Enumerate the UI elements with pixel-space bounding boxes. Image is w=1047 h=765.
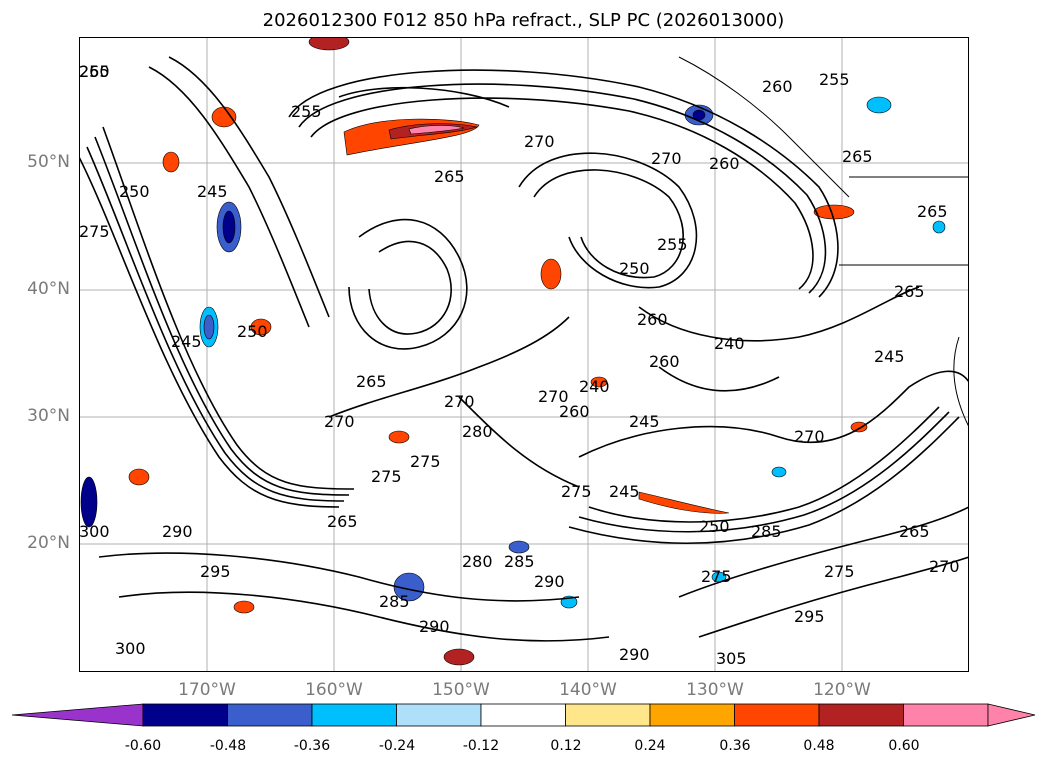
contour-label: 295 <box>794 607 825 626</box>
contour-label: 270 <box>324 412 355 431</box>
contour-label: 275 <box>79 222 110 241</box>
colorbar-over-extension <box>987 703 1036 727</box>
colorbar-tick-label: 0.48 <box>803 738 835 754</box>
colorbar-tick-label: -0.12 <box>462 738 500 754</box>
lat-label-20n: 20°N <box>27 533 70 553</box>
contour-label: 295 <box>200 562 231 581</box>
contour-label: 255 <box>291 102 322 121</box>
contour-label: 280 <box>462 422 493 441</box>
contour-label: 265 <box>434 167 465 186</box>
contour-label: 275 <box>410 452 441 471</box>
contour-label: 275 <box>561 482 592 501</box>
contour-label: 260 <box>709 154 740 173</box>
contour-label: 265 <box>842 147 873 166</box>
contour-label: 270 <box>538 387 569 406</box>
contour-label: 245 <box>609 482 640 501</box>
contour-label: 270 <box>794 427 825 446</box>
contour-label: 250 <box>237 322 268 341</box>
contour-label: 260 <box>637 310 668 329</box>
contour-label: 265 <box>894 282 925 301</box>
contour-label: 250 <box>119 182 150 201</box>
lon-label-170w: 170°W <box>178 680 236 700</box>
map-title: 2026012300 F012 850 hPa refract., SLP PC… <box>262 10 785 31</box>
contour-label: 265 <box>327 512 358 531</box>
contour-label: 285 <box>751 522 782 541</box>
colorbar-bin <box>142 703 228 727</box>
colorbar-bin <box>480 703 566 727</box>
contour-label: 300 <box>115 639 146 658</box>
contour-label: 245 <box>197 182 228 201</box>
contour-label: 265 <box>356 372 387 391</box>
lat-label-40n: 40°N <box>27 279 70 299</box>
colorbar-bin <box>227 703 313 727</box>
contour-label: 280 <box>462 552 493 571</box>
contour-label: 290 <box>419 617 450 636</box>
contour-label: 305 <box>716 649 747 668</box>
contour-label: 255 <box>819 70 850 89</box>
contour-label: 275 <box>701 567 732 586</box>
lon-label-120w: 120°W <box>813 680 871 700</box>
colorbar-bin <box>565 703 651 727</box>
lat-label-30n: 30°N <box>27 406 70 426</box>
contour-label: 275 <box>824 562 855 581</box>
colorbar-tick-label: 0.24 <box>634 738 666 754</box>
contour-label: 275 <box>371 467 402 486</box>
colorbar-bin <box>396 703 482 727</box>
contour-label: 270 <box>444 392 475 411</box>
colorbar-tick-label: -0.36 <box>293 738 331 754</box>
contour-label: 240 <box>714 334 745 353</box>
map-canvas: 260 255 255 260 255 270 250 245 265 270 … <box>79 37 969 672</box>
refractivity-fill <box>80 37 946 666</box>
slp-contours <box>79 56 969 642</box>
contour-label: 300 <box>79 522 110 541</box>
contour-label: 290 <box>534 572 565 591</box>
lon-label-160w: 160°W <box>305 680 363 700</box>
contour-label: 250 <box>619 259 650 278</box>
contour-label: 240 <box>579 377 610 396</box>
contour-label: 270 <box>651 149 682 168</box>
contour-label: 255 <box>79 62 110 81</box>
coastline <box>678 56 969 428</box>
contour-labels: 260 255 255 260 255 270 250 245 265 270 … <box>79 62 960 668</box>
colorbar-bin <box>649 703 735 727</box>
contour-label: 290 <box>619 645 650 664</box>
colorbar-bin <box>311 703 397 727</box>
colorbar-bin <box>734 703 820 727</box>
contour-label: 285 <box>504 552 535 571</box>
colorbar-tick-label: -0.60 <box>124 738 162 754</box>
colorbar-tick-label: 0.36 <box>719 738 751 754</box>
contour-label: 270 <box>524 132 555 151</box>
colorbar-tick-label: -0.48 <box>209 738 247 754</box>
lon-label-130w: 130°W <box>686 680 744 700</box>
contour-label: 290 <box>162 522 193 541</box>
lon-label-150w: 150°W <box>432 680 490 700</box>
contour-label: 270 <box>929 557 960 576</box>
contour-label: 245 <box>171 332 202 351</box>
contour-label: 260 <box>762 77 793 96</box>
contour-label: 285 <box>379 592 410 611</box>
lon-label-140w: 140°W <box>559 680 617 700</box>
contour-label: 245 <box>629 412 660 431</box>
colorbar-tick-label: -0.24 <box>378 738 416 754</box>
contour-label: 260 <box>559 402 590 421</box>
contour-label: 260 <box>79 62 110 81</box>
map-plot-area: 260 255 255 260 255 270 250 245 265 270 … <box>79 37 969 672</box>
contour-label: 250 <box>699 517 730 536</box>
contour-label: 260 <box>649 352 680 371</box>
colorbar-bin <box>903 703 989 727</box>
contour-label: 255 <box>657 235 688 254</box>
colorbar-bin <box>818 703 904 727</box>
graticule <box>79 37 969 672</box>
lat-label-50n: 50°N <box>27 152 70 172</box>
contour-label: 265 <box>899 522 930 541</box>
contour-label: 265 <box>917 202 948 221</box>
colorbar-tick-label: 0.12 <box>550 738 582 754</box>
contour-label: 245 <box>874 347 905 366</box>
colorbar-tick-label: 0.60 <box>888 738 920 754</box>
colorbar-under-extension <box>11 703 144 727</box>
